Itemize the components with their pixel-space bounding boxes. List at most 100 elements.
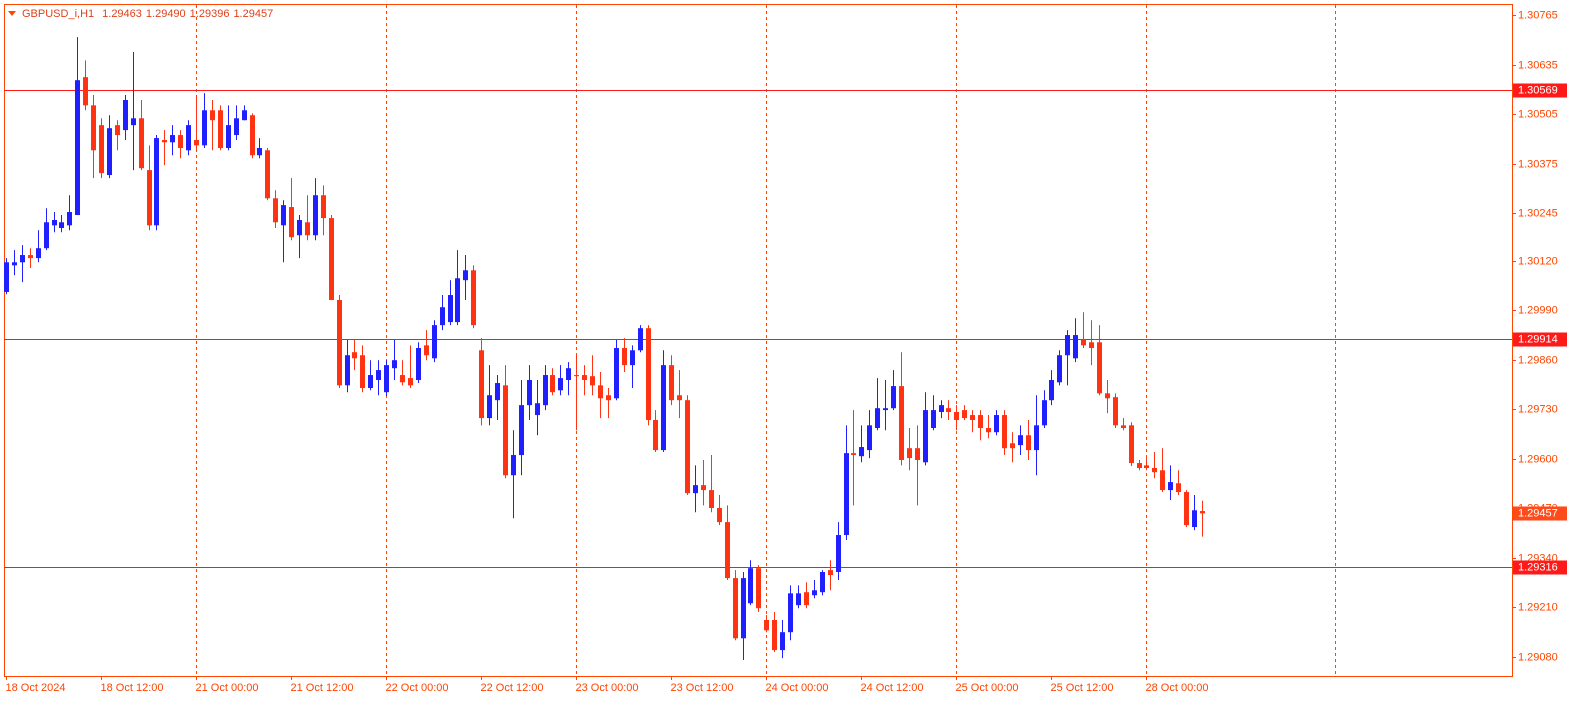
candle-body: [487, 395, 492, 419]
candle-body: [1026, 435, 1031, 451]
candle-body: [899, 386, 904, 460]
candle-body: [772, 620, 777, 651]
candle-body: [36, 248, 41, 259]
candle-body: [218, 110, 223, 148]
candle-body: [337, 300, 342, 386]
candle-body: [923, 410, 928, 463]
x-tick-label: 28 Oct 00:00: [1146, 682, 1209, 694]
candle-body: [1089, 342, 1094, 348]
x-tick-label: 18 Oct 2024: [6, 682, 66, 694]
candle-body: [859, 447, 864, 457]
candle-body: [147, 170, 152, 226]
candle-body: [638, 328, 643, 351]
candle-body: [1200, 511, 1205, 514]
candle-body: [408, 378, 413, 386]
candle-body: [162, 140, 167, 143]
candle-body: [424, 345, 429, 356]
candle-body: [1168, 482, 1173, 491]
candle-body: [796, 593, 801, 606]
header-arrow: [8, 11, 16, 16]
candle-body: [836, 535, 841, 572]
y-tick-label: 1.29080: [1518, 651, 1558, 663]
candle-body: [931, 410, 936, 428]
candle-body: [709, 490, 714, 508]
y-tick-label: 1.29600: [1518, 453, 1558, 465]
candle-body: [1137, 463, 1142, 468]
candle-body: [495, 383, 500, 401]
candle-body: [970, 415, 975, 420]
candle-body: [883, 408, 888, 411]
candle-body: [107, 128, 112, 176]
candle-body: [345, 355, 350, 386]
candle-body: [368, 375, 373, 388]
candle-body: [416, 348, 421, 380]
candle-body: [463, 270, 468, 281]
x-tick-label: 21 Oct 00:00: [196, 682, 259, 694]
candle-body: [28, 255, 33, 259]
candle-body: [875, 408, 880, 428]
candle-body: [1049, 380, 1054, 401]
candle-body: [242, 110, 247, 121]
candle-body: [20, 255, 25, 263]
x-tick-label: 24 Oct 12:00: [861, 682, 924, 694]
candle-body: [352, 352, 357, 359]
candle-body: [321, 195, 326, 219]
candle-body: [891, 386, 896, 409]
x-tick-label: 22 Oct 00:00: [386, 682, 449, 694]
candle-body: [844, 453, 849, 536]
candle-body: [52, 220, 57, 226]
candle-body: [1160, 470, 1165, 491]
candle-body: [994, 415, 999, 433]
candle-body: [669, 365, 674, 401]
candle-body: [170, 135, 175, 143]
candle-body: [1034, 425, 1039, 451]
candle-body: [646, 328, 651, 420]
candle-body: [503, 385, 508, 476]
header-quote: 1.29396: [190, 8, 230, 20]
candle-body: [154, 138, 159, 226]
x-tick-label: 22 Oct 12:00: [481, 682, 544, 694]
candle-body: [1042, 400, 1047, 426]
candle-body: [748, 568, 753, 604]
candle-body: [1065, 335, 1070, 356]
candle-body: [543, 375, 548, 406]
y-tick-label: 1.30765: [1518, 9, 1558, 21]
y-tick-label: 1.30635: [1518, 59, 1558, 71]
y-tick-label: 1.30375: [1518, 158, 1558, 170]
candle-body: [115, 125, 120, 136]
candle-body: [44, 222, 49, 249]
candle-body: [139, 118, 144, 169]
y-tick-label: 1.29730: [1518, 403, 1558, 415]
candle-body: [273, 198, 278, 223]
header-quote: 1.29463: [102, 8, 142, 20]
candle-body: [986, 428, 991, 433]
candle-body: [701, 485, 706, 491]
y-tick-label: 1.30505: [1518, 108, 1558, 120]
x-tick-label: 18 Oct 12:00: [101, 682, 164, 694]
candle-body: [178, 135, 183, 148]
candle-body: [432, 325, 437, 359]
candle-body: [677, 395, 682, 401]
candle-body: [186, 125, 191, 151]
level-label-box: [1513, 83, 1567, 98]
candle-body: [75, 80, 80, 216]
candle-body: [598, 385, 603, 399]
header-quote: 1.29490: [146, 8, 186, 20]
candle-body: [234, 118, 239, 136]
candle-body: [741, 578, 746, 639]
x-tick-label: 23 Oct 00:00: [576, 682, 639, 694]
level-label-box: [1513, 560, 1567, 575]
candle-body: [582, 375, 587, 380]
candle-body: [756, 568, 761, 609]
candle-body: [828, 570, 833, 576]
level-label: 1.29316: [1518, 561, 1558, 573]
candle-body: [59, 222, 64, 228]
candle-body: [661, 365, 666, 451]
candle-body: [962, 410, 967, 419]
candle-body: [590, 376, 595, 386]
candle-body: [519, 405, 524, 456]
y-tick-label: 1.29210: [1518, 601, 1558, 613]
candle-body: [1018, 435, 1023, 446]
candle-body: [1152, 468, 1157, 473]
candle-body: [939, 405, 944, 412]
